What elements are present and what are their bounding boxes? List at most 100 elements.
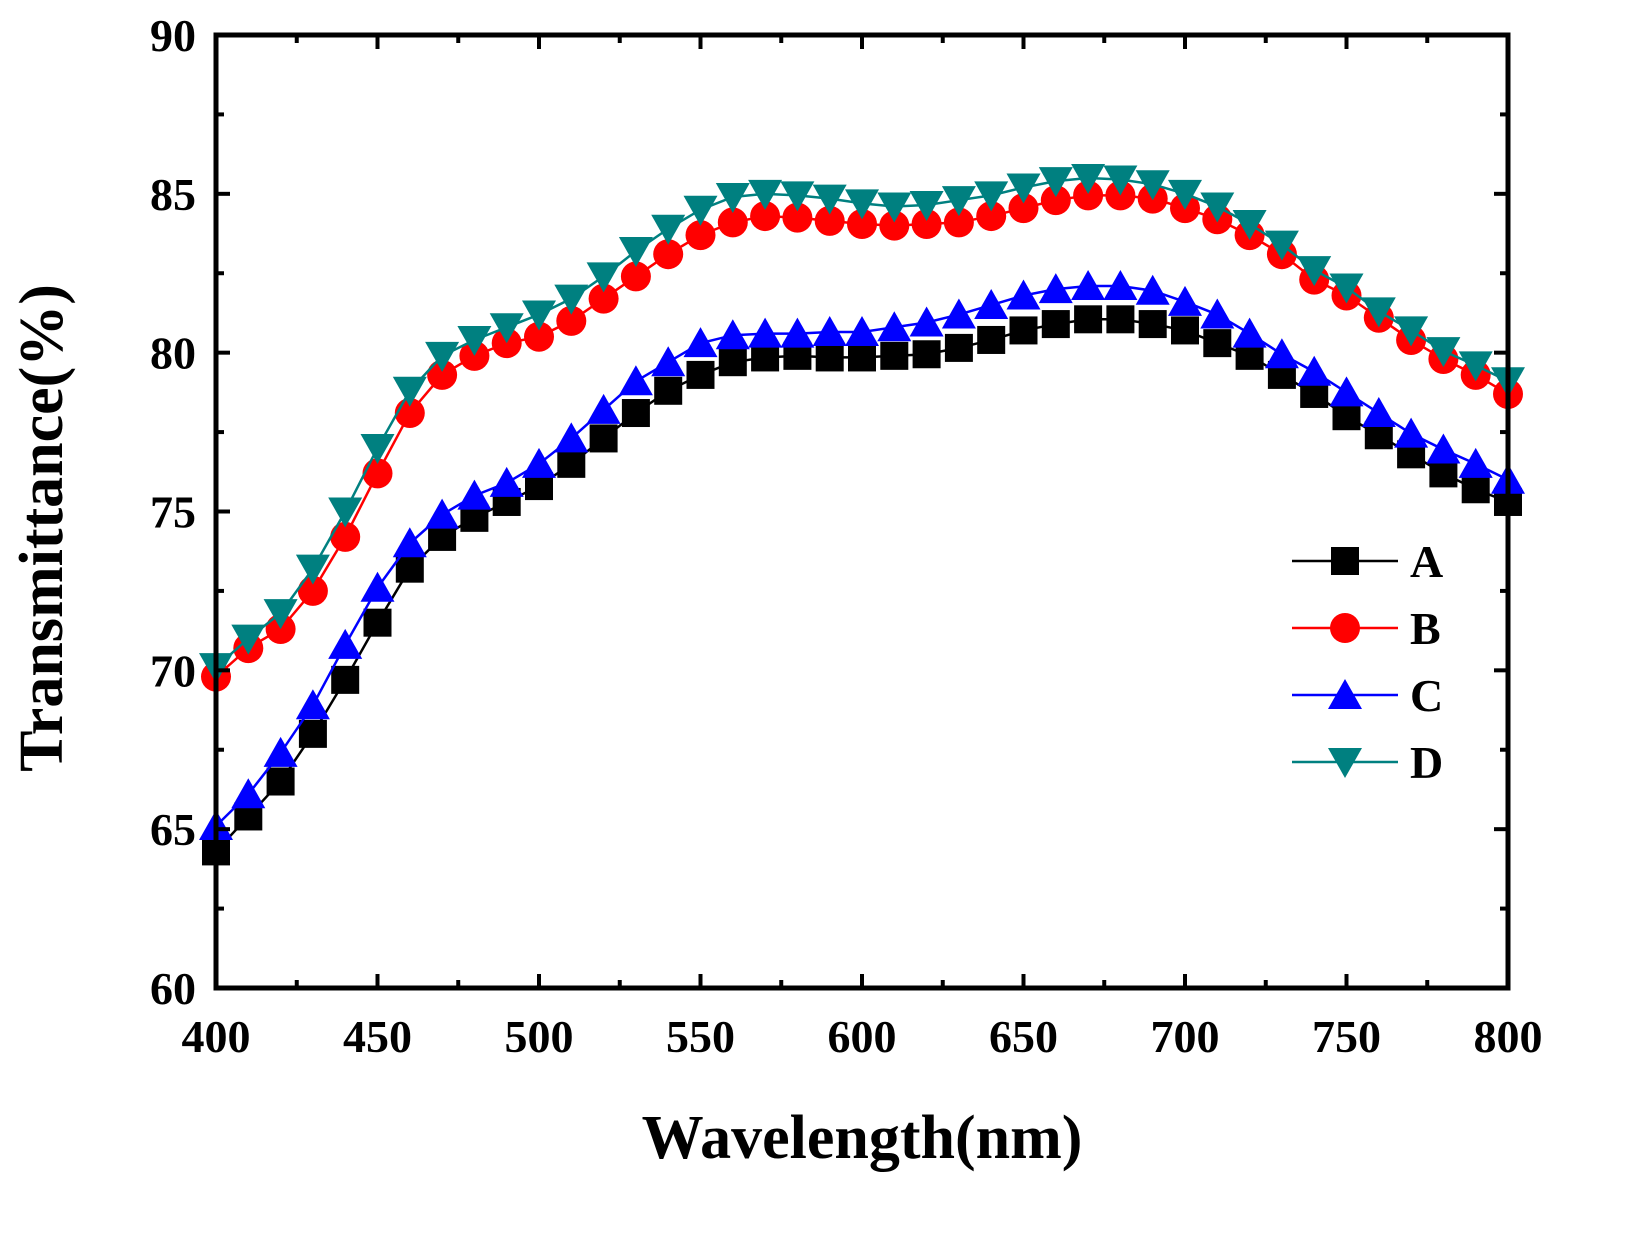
data-point-D (909, 190, 944, 221)
data-point-A (266, 767, 295, 796)
legend-marker-B (1330, 613, 1360, 643)
x-tick-label: 650 (989, 1011, 1058, 1062)
data-point-D (1361, 297, 1396, 328)
series-D (199, 163, 1525, 684)
data-point-D (457, 325, 492, 356)
data-point-D (1232, 210, 1267, 241)
data-point-D (748, 179, 783, 210)
data-point-C (1038, 273, 1073, 304)
series-layer (199, 163, 1525, 866)
data-point-D (1006, 173, 1041, 204)
data-point-D (974, 181, 1009, 212)
data-point-C (780, 317, 815, 348)
legend-label-C: C (1410, 670, 1443, 721)
y-tick-label: 75 (150, 487, 196, 538)
data-point-D (845, 189, 879, 220)
data-point-C (618, 365, 653, 396)
data-point-C (974, 289, 1009, 320)
data-point-C (263, 736, 298, 767)
data-point-A (1203, 329, 1232, 358)
data-point-B (620, 261, 651, 292)
ticks-layer: 400 450 500 550 600 650 700 750 800 60 65 70 75 80 85 9… (150, 10, 1543, 1062)
data-point-B (943, 207, 974, 238)
data-point-D (780, 181, 815, 212)
data-point-A (1009, 316, 1038, 345)
data-point-C (877, 311, 912, 342)
data-point-B (814, 205, 845, 236)
data-point-A (848, 343, 876, 372)
data-point-D (683, 195, 718, 226)
data-point-A (654, 376, 683, 405)
data-point-D (554, 284, 589, 315)
data-point-C (1264, 338, 1299, 369)
x-tick-label: 400 (182, 1011, 251, 1062)
data-point-B (847, 209, 877, 240)
data-point-A (1429, 459, 1458, 488)
data-point-D (812, 184, 847, 215)
data-point-A (298, 719, 327, 748)
data-point-D (1071, 163, 1106, 194)
data-point-C (748, 317, 783, 348)
data-point-C (1232, 317, 1267, 348)
data-point-D (489, 313, 524, 344)
data-point-D (1038, 167, 1073, 198)
data-point-C (392, 527, 427, 558)
data-point-D (1103, 165, 1138, 196)
data-point-A (944, 333, 973, 362)
data-point-A (589, 424, 618, 453)
data-point-D (392, 376, 427, 407)
data-point-C (1168, 285, 1202, 316)
x-tick-label: 500 (505, 1011, 574, 1062)
data-point-A (621, 399, 650, 428)
x-tick-label: 800 (1474, 1011, 1543, 1062)
data-point-A (912, 340, 941, 369)
data-point-A (1461, 475, 1490, 504)
data-point-D (231, 624, 266, 655)
data-point-B (1040, 185, 1071, 216)
data-point-D (1168, 179, 1202, 210)
data-point-A (1138, 310, 1167, 339)
data-point-B (685, 220, 716, 251)
data-point-A (395, 554, 424, 583)
y-tick-label: 85 (150, 169, 196, 220)
data-point-B (362, 458, 393, 489)
x-tick-label: 750 (1312, 1011, 1381, 1062)
data-point-C (1426, 433, 1461, 464)
data-point-C (909, 306, 944, 337)
data-point-C (683, 327, 718, 358)
data-point-C (586, 393, 621, 424)
data-point-C (1297, 355, 1332, 386)
data-point-D (295, 554, 330, 585)
data-point-B (588, 283, 619, 314)
y-tick-label: 60 (150, 963, 196, 1014)
data-point-C (425, 498, 460, 529)
x-tick-label: 550 (666, 1011, 735, 1062)
data-point-A (557, 449, 586, 478)
data-point-C (328, 628, 363, 659)
x-tick-label: 600 (828, 1011, 897, 1062)
data-point-A (1171, 316, 1199, 345)
data-point-A (718, 348, 747, 377)
data-point-B (524, 321, 554, 352)
data-point-C (522, 447, 556, 478)
data-point-C (489, 466, 524, 497)
data-point-B (976, 201, 1007, 232)
data-point-C (1071, 269, 1106, 300)
data-point-D (360, 433, 395, 464)
y-tick-label: 70 (150, 645, 196, 696)
data-point-C (845, 316, 879, 347)
data-point-D (263, 599, 298, 630)
x-tick-label: 700 (1151, 1011, 1220, 1062)
data-point-C (941, 298, 976, 329)
legend-item-C: C (1292, 670, 1443, 721)
legend-item-D: D (1292, 737, 1443, 788)
data-point-D (1394, 316, 1429, 347)
data-point-C (812, 316, 847, 347)
data-point-D (1458, 351, 1493, 382)
legend-label-A: A (1410, 536, 1443, 587)
data-point-C (295, 689, 330, 720)
data-point-C (1103, 269, 1138, 300)
